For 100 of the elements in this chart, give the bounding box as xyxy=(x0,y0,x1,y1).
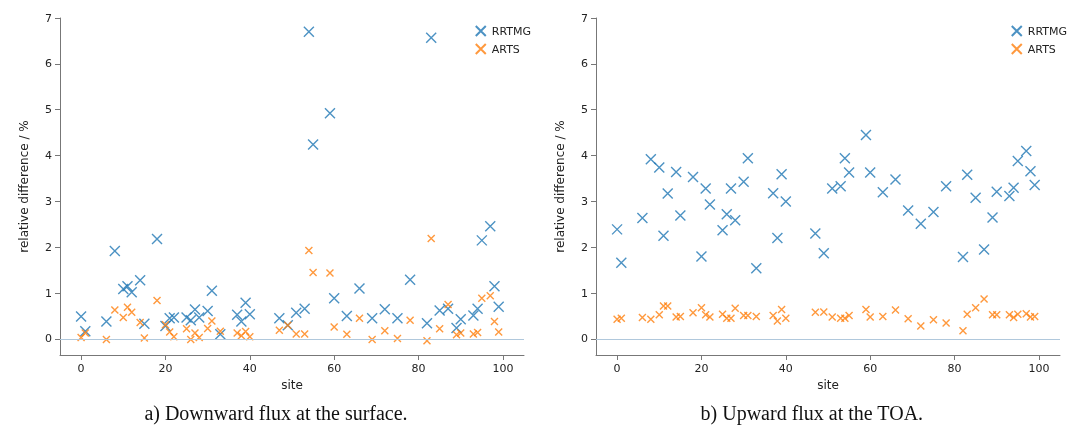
y-tick-label: 5 xyxy=(581,103,588,117)
point xyxy=(903,314,913,323)
point xyxy=(991,186,1003,198)
x-tick-label: 20 xyxy=(694,362,709,375)
point xyxy=(117,283,129,295)
point xyxy=(721,208,733,220)
point xyxy=(1009,313,1018,322)
point xyxy=(492,301,505,313)
point xyxy=(986,211,999,224)
y-tick-label: 1 xyxy=(581,286,588,300)
point xyxy=(699,182,712,195)
point xyxy=(752,312,761,321)
point xyxy=(646,315,656,324)
point xyxy=(477,293,487,303)
point xyxy=(303,26,315,38)
point xyxy=(169,332,179,341)
point xyxy=(168,311,180,324)
point xyxy=(100,315,113,328)
point xyxy=(235,315,248,328)
point xyxy=(940,180,952,192)
point xyxy=(405,315,415,325)
point xyxy=(121,280,134,292)
point xyxy=(435,324,444,334)
point xyxy=(961,169,973,181)
point xyxy=(828,312,837,322)
point xyxy=(127,308,136,317)
point xyxy=(836,314,845,323)
point xyxy=(726,314,736,323)
x-tick-label: 0 xyxy=(77,362,85,375)
point xyxy=(773,316,782,326)
point xyxy=(126,286,138,298)
x-tick-label: 80 xyxy=(947,362,962,375)
point xyxy=(185,314,197,326)
point xyxy=(742,152,754,164)
point xyxy=(473,328,482,337)
point xyxy=(245,332,255,341)
point xyxy=(819,307,828,317)
point xyxy=(716,224,729,236)
point xyxy=(304,246,314,255)
point xyxy=(1026,312,1035,322)
point xyxy=(484,220,496,232)
point xyxy=(670,166,682,178)
point xyxy=(891,305,900,315)
point xyxy=(298,302,311,315)
point xyxy=(450,322,463,334)
point xyxy=(328,292,340,304)
point xyxy=(941,318,951,328)
point xyxy=(241,327,250,336)
y-tick-label: 1 xyxy=(45,286,52,300)
point xyxy=(729,214,741,226)
point xyxy=(718,309,727,319)
point xyxy=(1013,309,1023,319)
y-tick-label: 4 xyxy=(581,149,588,163)
point xyxy=(768,311,778,320)
point xyxy=(151,233,163,245)
x-axis-title: site xyxy=(817,377,839,392)
point xyxy=(929,315,938,324)
point xyxy=(421,317,433,330)
point xyxy=(353,282,366,295)
point xyxy=(237,331,246,340)
y-tick-label: 0 xyxy=(581,332,588,346)
x-tick-label: 60 xyxy=(863,362,878,375)
point xyxy=(1030,312,1039,321)
point xyxy=(844,311,854,320)
point xyxy=(467,309,480,322)
y-tick-label: 4 xyxy=(45,149,52,163)
point xyxy=(490,317,499,326)
point xyxy=(889,173,902,186)
point xyxy=(109,245,121,257)
point xyxy=(195,333,204,342)
point xyxy=(443,300,453,309)
point xyxy=(638,313,647,322)
point xyxy=(380,326,389,335)
y-tick-label: 2 xyxy=(45,240,52,254)
point xyxy=(427,234,436,243)
point xyxy=(636,212,649,224)
point xyxy=(662,187,674,200)
y-axis-title: relative difference / % xyxy=(17,120,31,253)
point xyxy=(978,243,990,256)
point xyxy=(767,187,779,199)
point xyxy=(737,175,750,188)
point xyxy=(1020,145,1032,157)
point xyxy=(190,328,200,338)
point xyxy=(455,313,467,325)
point xyxy=(456,328,465,338)
point xyxy=(433,304,446,317)
point xyxy=(739,311,748,320)
point xyxy=(494,327,503,337)
point xyxy=(207,316,217,326)
point xyxy=(865,312,875,322)
y-tick-label: 0 xyxy=(45,332,52,346)
point xyxy=(324,107,336,120)
point xyxy=(701,310,710,319)
y-tick-label: 3 xyxy=(45,194,52,208)
point xyxy=(140,333,149,343)
point xyxy=(452,330,461,340)
point xyxy=(203,324,212,333)
point xyxy=(1028,179,1041,191)
point xyxy=(915,218,927,230)
point xyxy=(834,180,847,192)
